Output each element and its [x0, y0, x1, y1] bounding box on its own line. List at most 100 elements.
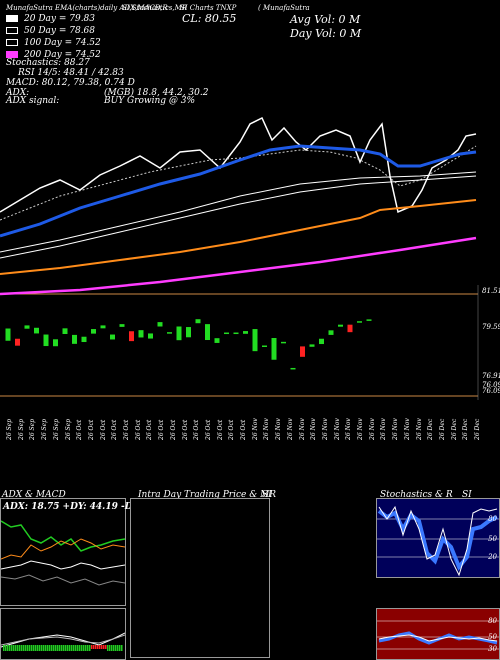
mr-panel-si: SI [262, 490, 272, 500]
date-label-21: 26 Nov [251, 418, 259, 440]
date-label-11: 26 Oct [134, 419, 142, 440]
candle-23 [224, 332, 229, 335]
candle-24 [233, 332, 239, 335]
adx-panel-values: ADX: 18.75 +DY: 44.19 -DY: 30.21 [3, 502, 173, 512]
macd-bar-13 [29, 645, 31, 651]
ema-legend: 20 Day = 79.83 50 Day = 78.68 100 Day = … [6, 14, 101, 62]
macd-bar-3 [9, 645, 11, 651]
date-label-39: 26 Dec [462, 418, 470, 440]
date-label-13: 26 Oct [158, 419, 166, 440]
candle-35 [338, 324, 343, 327]
candle-7 [72, 334, 77, 344]
price-label-top: 81.51 [482, 287, 500, 295]
ema200-line [0, 199, 477, 275]
price-chart [0, 116, 479, 400]
avg-volume: Avg Vol: 0 M [290, 13, 361, 26]
macd-bar-59 [121, 645, 123, 651]
legend-20-swatch [6, 15, 18, 22]
macd-bar-14 [31, 645, 33, 651]
macd-bar-52 [107, 645, 109, 651]
date-label-36: 26 Dec [427, 418, 435, 440]
candle-19 [186, 327, 191, 338]
date-label-32: 26 Nov [380, 418, 388, 440]
date-label-8: 26 Oct [99, 419, 107, 440]
macd-bar-12 [27, 645, 29, 651]
macd-bar-32 [67, 645, 69, 651]
adx-signal-label: ADX signal: [6, 96, 60, 106]
candle-13 [129, 331, 134, 342]
macd-value: MACD: 80.12, 79.38, 0.74 D [6, 78, 135, 88]
candle-17 [167, 332, 172, 334]
date-label-16: 26 Oct [193, 419, 201, 440]
candle-8 [81, 336, 87, 343]
macd-bar-57 [117, 645, 119, 651]
date-label-22: 26 Nov [263, 418, 271, 440]
date-label-6: 26 Oct [76, 419, 84, 440]
candle-15 [148, 333, 153, 339]
macd-bar-41 [85, 645, 87, 651]
day-volume: Day Vol: 0 M [290, 27, 362, 40]
macd-bar-50 [103, 645, 105, 649]
candle-9 [91, 329, 96, 334]
date-label-35: 26 Nov [415, 418, 423, 440]
legend-20: 20 Day = 79.83 [6, 14, 101, 24]
date-label-17: 26 Oct [204, 419, 212, 440]
date-label-10: 26 Oct [123, 419, 130, 440]
date-label-1: 26 Sep [17, 418, 25, 440]
macd-bar-27 [57, 645, 59, 651]
macd-bar-10 [23, 645, 25, 651]
header-title: MunafaSutra EMA(charts)daily ADX,MACD,R [6, 4, 168, 12]
candle-31 [300, 346, 305, 357]
date-label-40: 26 Dec [474, 418, 481, 440]
date-label-0: 26 Sep [6, 418, 13, 440]
header-brand: ( MunafaSutra [258, 4, 310, 12]
date-label-15: 26 Oct [181, 419, 189, 440]
macd-bar-2 [7, 645, 9, 651]
stoch-panel-si: SI [462, 490, 472, 500]
adx-values: (MGB) 18.8, 44.2, 30.2 [104, 88, 209, 98]
date-label-20: 26 Oct [240, 419, 247, 440]
date-label-33: 26 Nov [392, 418, 400, 440]
date-label-25: 26 Nov [298, 418, 306, 440]
macd-bar-11 [25, 645, 27, 651]
ema100b-line [0, 175, 477, 259]
candle-30 [290, 367, 296, 370]
legend-50: 50 Day = 78.68 [6, 26, 101, 36]
macd-bar-49 [101, 645, 103, 649]
mr-panel [130, 498, 270, 658]
stochastics-value: Stochastics: 88.27 [6, 58, 90, 68]
date-label-12: 26 Oct [146, 419, 154, 440]
macd-bar-30 [63, 645, 65, 651]
candle-11 [110, 334, 115, 340]
date-label-23: 26 Nov [275, 418, 283, 440]
candle-16 [157, 322, 163, 327]
macd-bar-6 [15, 645, 17, 651]
candle-18 [176, 326, 182, 341]
date-label-38: 26 Dec [450, 418, 458, 440]
macd-bar-31 [65, 645, 67, 651]
date-label-5: 26 Sep [64, 418, 72, 440]
macd-bar-46 [95, 645, 97, 649]
legend-100-swatch [6, 39, 18, 46]
macd-bar-7 [17, 645, 19, 651]
macd-bar-56 [115, 645, 117, 651]
legend-50-swatch [6, 27, 18, 34]
macd-bar-17 [37, 645, 39, 651]
candle-22 [214, 338, 220, 343]
macd-bar-28 [59, 645, 61, 651]
ema100-line [0, 171, 477, 253]
candle-38 [366, 319, 372, 321]
macd-bar-42 [87, 645, 89, 651]
macd-bar-34 [71, 645, 73, 651]
si-level-30: 30 [488, 645, 497, 653]
candle-20 [195, 319, 201, 324]
candle-3 [34, 327, 39, 334]
si-panel: 80 50 30 [376, 608, 500, 660]
stoch-level-80: 80 [488, 515, 497, 523]
candle-34 [328, 330, 334, 335]
ema20-line [0, 116, 477, 214]
macd-bar-45 [93, 645, 95, 649]
macd-bar-36 [75, 645, 77, 651]
stochastics-panel: 80 50 20 [376, 498, 500, 578]
stoch-level-50: 50 [488, 535, 497, 543]
